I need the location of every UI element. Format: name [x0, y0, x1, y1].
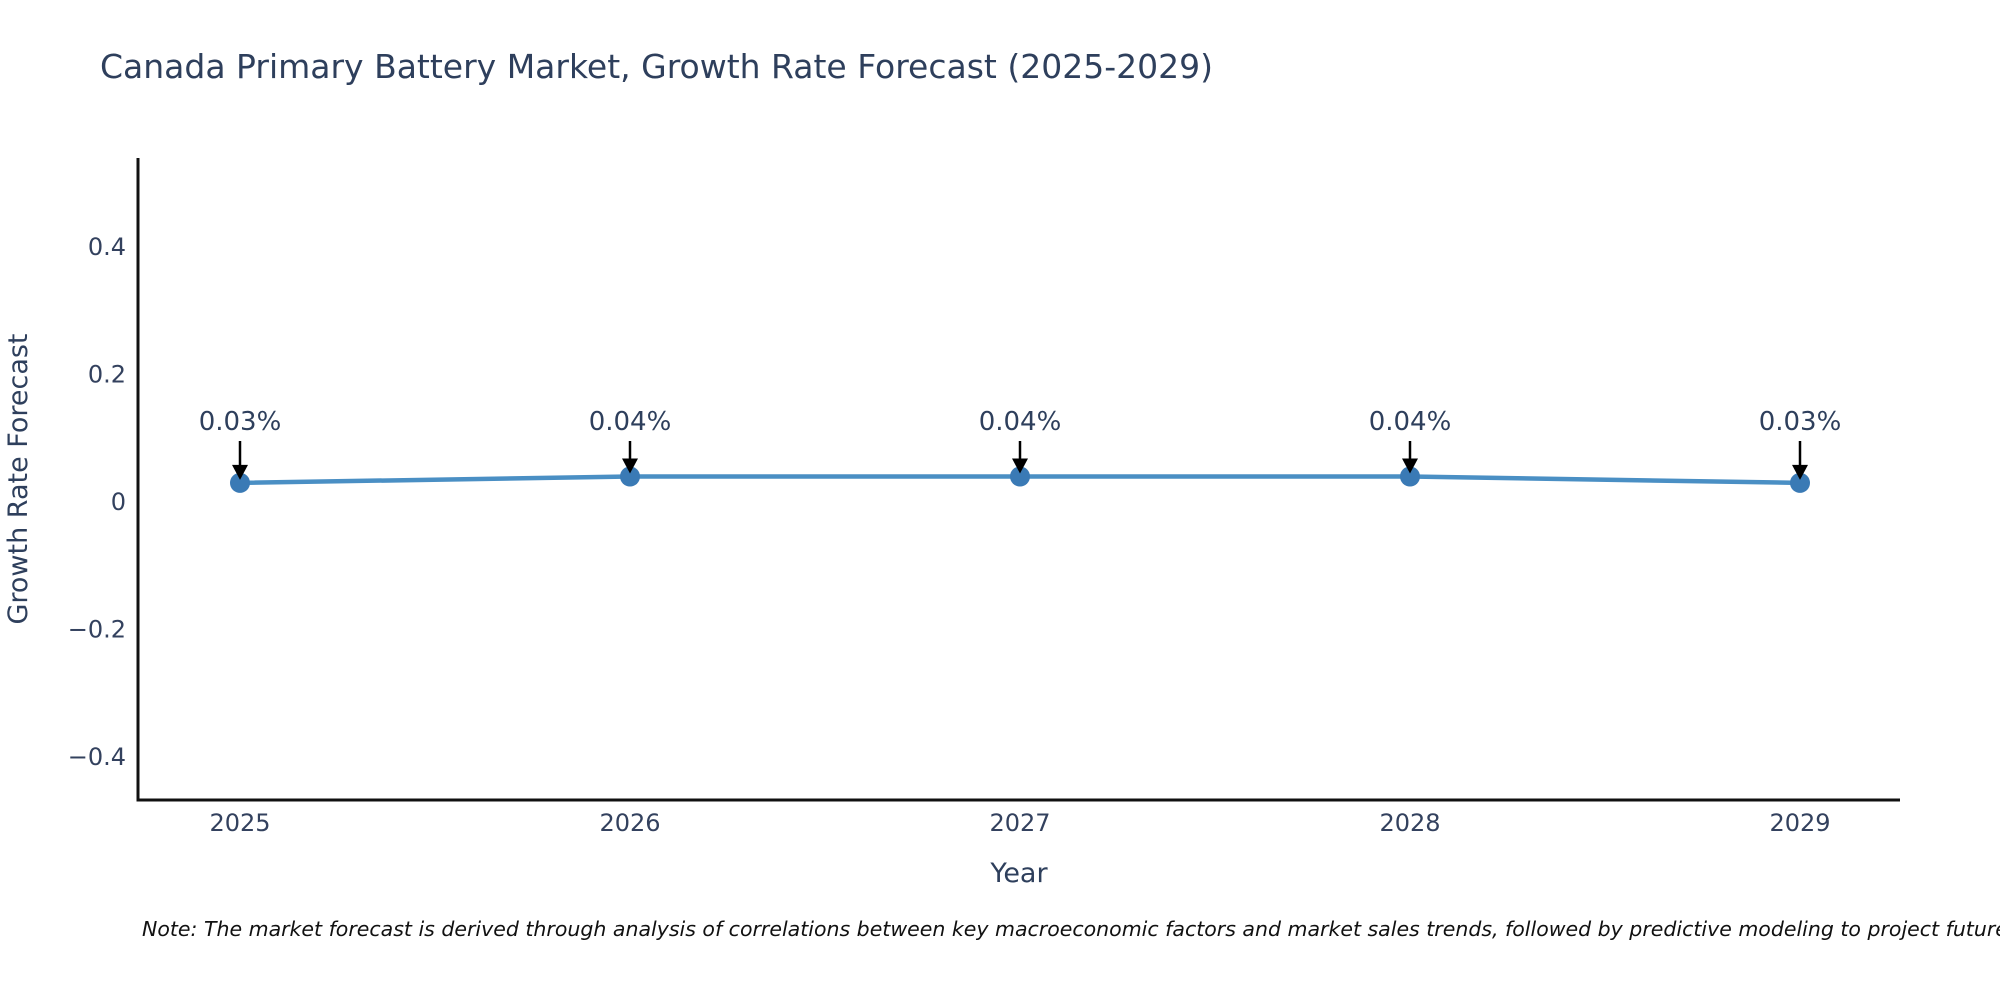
footnote: Note: The market forecast is derived thr…	[142, 917, 2000, 941]
point-value-label: 0.03%	[199, 407, 282, 437]
y-tick-label: −0.2	[68, 616, 126, 644]
x-tick-label: 2026	[599, 809, 660, 837]
annotation-arrow-head	[622, 458, 638, 474]
x-axis-title: Year	[989, 858, 1048, 889]
y-tick-label: 0.4	[88, 233, 126, 261]
y-tick-label: 0	[111, 488, 126, 516]
annotation-arrow-head	[1792, 464, 1808, 480]
point-value-label: 0.04%	[589, 407, 672, 437]
data-point-marker	[1790, 472, 1810, 493]
x-tick-label: 2029	[1769, 809, 1830, 837]
annotation-arrow-head	[1012, 458, 1028, 474]
annotation-arrow-head	[1402, 458, 1418, 474]
point-value-label: 0.03%	[1759, 407, 1842, 437]
data-point-marker	[1010, 466, 1030, 487]
chart-title: Canada Primary Battery Market, Growth Ra…	[100, 47, 1213, 86]
y-tick-label: 0.2	[88, 361, 126, 389]
axis-spines	[136, 158, 1900, 802]
y-tick-label: −0.4	[68, 743, 126, 771]
data-point-marker	[1400, 466, 1420, 487]
y-axis-title: Growth Rate Forecast	[3, 333, 34, 624]
point-value-label: 0.04%	[979, 407, 1062, 437]
x-tick-label: 2025	[209, 809, 270, 837]
data-point-marker	[620, 466, 640, 487]
annotation-arrow-head	[232, 464, 248, 480]
x-tick-label: 2027	[989, 809, 1050, 837]
point-value-label: 0.04%	[1369, 407, 1452, 437]
data-point-marker	[230, 472, 250, 493]
x-tick-label: 2028	[1379, 809, 1440, 837]
